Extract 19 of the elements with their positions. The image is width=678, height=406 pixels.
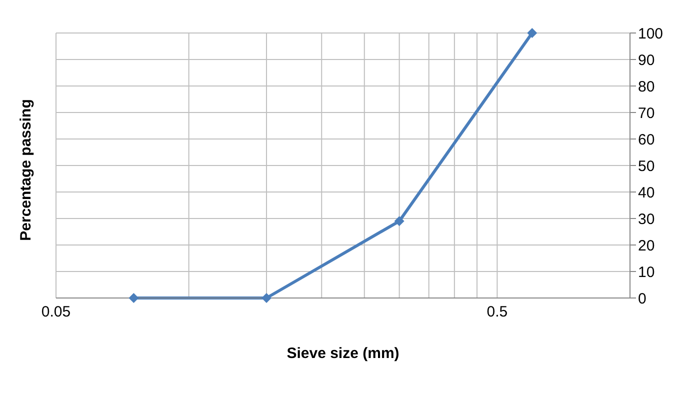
y-axis-title: Percentage passing: [18, 99, 34, 241]
y-tick-label: 10: [638, 264, 655, 281]
y-tick-label: 0: [638, 290, 646, 308]
x-axis-title: Sieve size (mm): [286, 345, 400, 362]
y-tick-label: 50: [638, 158, 655, 175]
x-tick-label: 0.05: [41, 304, 71, 321]
y-tick-label: 70: [638, 104, 655, 122]
point: [128, 293, 139, 303]
y-tick-label: 80: [638, 78, 655, 96]
y-tick-label: 100: [638, 25, 664, 42]
point: [394, 216, 404, 226]
point: [527, 28, 538, 38]
y-tick-label: 90: [638, 52, 655, 69]
y-tick-label: 30: [638, 210, 655, 228]
x-tick-label: 0.5: [486, 304, 508, 321]
y-tick-label: 20: [638, 237, 655, 254]
point: [262, 293, 272, 303]
y-tick-label: 60: [638, 131, 655, 148]
y-tick-label: 40: [638, 184, 655, 202]
